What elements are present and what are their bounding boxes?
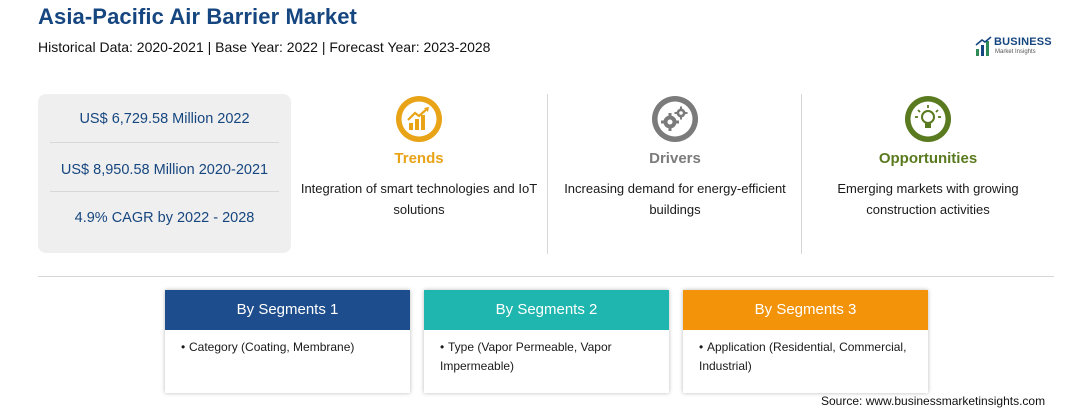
bullet: • [440, 340, 445, 354]
segment-card-3: By Segments 3 • Application (Residential,… [683, 290, 928, 393]
segment-card-1: By Segments 1 • Category (Coating, Membra… [165, 290, 410, 393]
stat-market-value-historical: US$ 8,950.58 Million 2020-2021 [60, 162, 269, 178]
opportunities-column: Opportunities Emerging markets with grow… [808, 94, 1048, 254]
opportunities-title: Opportunities [878, 150, 978, 167]
segment-2-title: By Segments 2 [424, 290, 669, 330]
bullet: • [181, 340, 186, 354]
segment-2-item: • Type (Vapor Permeable, Vapor Impermeabl… [424, 330, 669, 376]
divider [50, 142, 279, 143]
page-subtitle: Historical Data: 2020-2021 | Base Year: … [38, 39, 491, 55]
section-divider [38, 276, 1054, 277]
divider [50, 191, 279, 192]
logo-tagline: Market Insights [995, 49, 1036, 55]
drivers-title: Drivers [649, 150, 701, 167]
market-stats-panel: US$ 6,729.58 Million 2022 US$ 8,950.58 M… [38, 94, 291, 253]
stat-cagr: 4.9% CAGR by 2022 - 2028 [74, 210, 255, 226]
company-logo: BUSINESS Market Insights [975, 36, 1060, 60]
segment-2-item-text: Type (Vapor Permeable, Vapor Impermeable… [440, 340, 612, 373]
segment-1-item: • Category (Coating, Membrane) [165, 330, 410, 357]
segment-3-item-text: Application (Residential, Commercial, In… [699, 340, 907, 373]
opportunities-text: Emerging markets with growing constructi… [837, 181, 1019, 217]
page-title: Asia-Pacific Air Barrier Market [38, 4, 357, 29]
growth-chart-icon [394, 94, 444, 144]
column-divider [547, 94, 548, 254]
logo-mark-icon [975, 36, 992, 56]
trends-text: Integration of smart technologies and Io… [300, 181, 538, 217]
bullet: • [699, 340, 704, 354]
lightbulb-icon [903, 94, 953, 144]
logo-name: BUSINESS [994, 36, 1052, 48]
stat-market-value-2022: US$ 6,729.58 Million 2022 [79, 111, 250, 127]
segment-3-item: • Application (Residential, Commercial, I… [683, 330, 928, 376]
drivers-column: Drivers Increasing demand for energy-eff… [555, 94, 795, 254]
segment-1-item-text: Category (Coating, Membrane) [189, 340, 355, 354]
drivers-text: Increasing demand for energy-efficient b… [564, 181, 786, 217]
trends-title: Trends [394, 150, 444, 167]
segment-card-2: By Segments 2 • Type (Vapor Permeable, Va… [424, 290, 669, 393]
gears-icon [650, 94, 700, 144]
source-note: Source: www.businessmarketinsights.com [821, 394, 1046, 408]
segment-1-title: By Segments 1 [165, 290, 410, 330]
column-divider [801, 94, 802, 254]
trends-column: Trends Integration of smart technologies… [299, 94, 539, 254]
segment-3-title: By Segments 3 [683, 290, 928, 330]
